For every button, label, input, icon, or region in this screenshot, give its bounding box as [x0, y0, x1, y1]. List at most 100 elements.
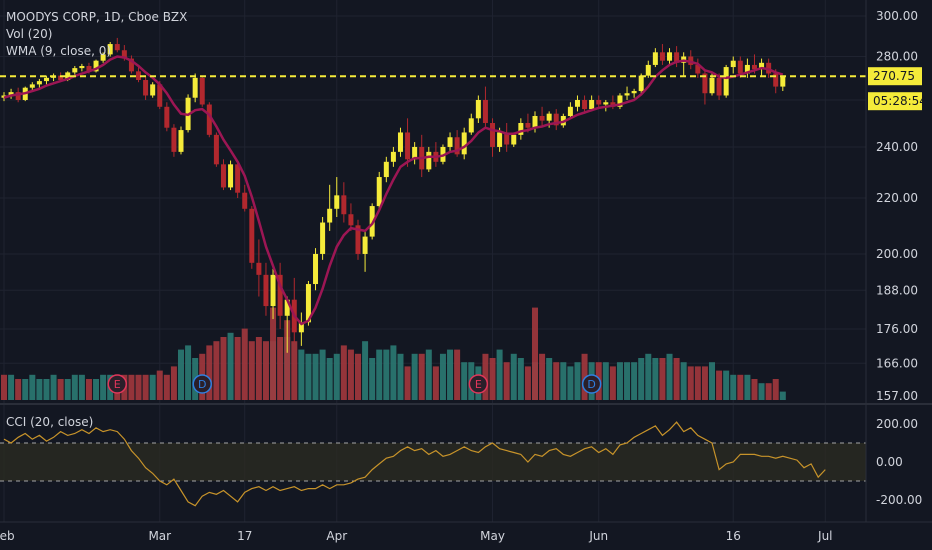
candle-body [759, 62, 765, 70]
candle-body [150, 84, 156, 96]
candle-body [334, 195, 340, 209]
x-tick-label: Mar [148, 529, 171, 543]
candle-body [249, 208, 255, 263]
candle-body [390, 151, 396, 162]
candle-body [376, 177, 382, 207]
candle-body [121, 50, 127, 59]
volume-bar [772, 379, 779, 400]
volume-bar [383, 349, 390, 400]
candle-body [320, 222, 326, 254]
volume-bar [93, 379, 100, 400]
candle-body [497, 132, 503, 147]
candle-body [114, 44, 120, 51]
volume-bar [305, 353, 312, 400]
candle-body [631, 91, 637, 94]
candle-body [256, 262, 262, 275]
candle-body [86, 65, 92, 72]
volume-bar [255, 337, 262, 400]
countdown-label: 05:28:54 [873, 94, 927, 108]
volume-bar [482, 353, 489, 400]
volume-bar [524, 366, 531, 400]
earnings-event-icon[interactable] [468, 374, 489, 394]
candle-body [659, 52, 665, 61]
volume-bar [567, 366, 574, 400]
volume-bar [680, 362, 687, 400]
volume-bar [659, 358, 666, 400]
volume-bar [701, 366, 708, 400]
volume-bar [624, 362, 631, 400]
candle-body [220, 164, 226, 188]
candle-body [652, 52, 658, 65]
volume-bar [496, 349, 503, 400]
candle-body [709, 77, 715, 94]
candle-body [65, 72, 71, 81]
volume-bar [142, 374, 149, 400]
candle-body [532, 115, 538, 128]
earnings-event-icon[interactable] [107, 374, 128, 394]
candle-body [8, 92, 14, 96]
candle-body [348, 214, 354, 226]
candle-body [574, 99, 580, 107]
candle-body [617, 95, 623, 107]
volume-bar [638, 358, 645, 400]
countdown-tag [868, 92, 922, 111]
volume-bar [461, 362, 468, 400]
volume-bar [397, 353, 404, 400]
candle-body [164, 106, 170, 128]
volume-bar [425, 349, 432, 400]
volume-bar [390, 345, 397, 400]
x-tick-label: 16 [726, 529, 741, 543]
candle-body [475, 99, 481, 119]
cci-tick-label: 200.00 [876, 417, 918, 431]
candle-body [702, 73, 708, 94]
last-price-tag [868, 67, 922, 86]
volume-bar [43, 379, 50, 400]
volume-bar [71, 374, 78, 400]
legend-vol[interactable]: Vol (20) [6, 27, 53, 41]
volume-bar [277, 337, 284, 400]
candle-body [43, 77, 49, 82]
volume-bar [609, 366, 616, 400]
candle-body [213, 134, 219, 165]
candle-body [405, 132, 411, 160]
y-tick-label: 157.00 [876, 389, 918, 403]
candle-body [72, 68, 78, 73]
volume-bar [652, 358, 659, 400]
legend-cci[interactable]: CCI (20, close) [6, 415, 94, 429]
volume-bar [234, 337, 241, 400]
candle-body [518, 122, 524, 135]
dividend-event-icon[interactable] [581, 374, 602, 394]
candle-body [412, 146, 418, 160]
candle-body [298, 322, 304, 333]
volume-bar [178, 349, 184, 400]
candle-body [355, 225, 361, 254]
volume-bar [546, 358, 553, 400]
volume-bar [645, 353, 652, 400]
candle-body [773, 73, 779, 87]
candle-body [192, 77, 198, 98]
volume-bar [156, 370, 163, 400]
volume-bar [744, 374, 751, 400]
volume-bar [50, 374, 57, 400]
volume-bar [503, 362, 510, 400]
volume-bar [213, 341, 220, 400]
volume-bar [411, 353, 418, 400]
volume-bar [347, 349, 354, 400]
candle-body [327, 208, 333, 223]
candle-body [468, 118, 474, 133]
candle-body [305, 284, 311, 323]
event-label: D [198, 378, 206, 391]
candle-body [383, 161, 389, 178]
candle-body [674, 52, 680, 63]
legend-wma[interactable]: WMA (9, close, 0) [6, 44, 112, 58]
volume-bar [574, 362, 581, 400]
volume-bar [517, 358, 524, 400]
volume-bar [581, 353, 588, 400]
candle-body [730, 60, 736, 68]
volume-bar [319, 349, 326, 400]
volume-bar [723, 370, 730, 400]
dividend-event-icon[interactable] [192, 374, 212, 394]
volume-bar [765, 383, 772, 400]
